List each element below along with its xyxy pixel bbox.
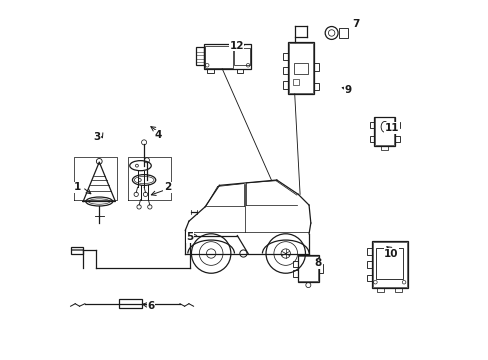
Text: 7: 7 — [351, 19, 359, 29]
Bar — [376, 288, 383, 292]
Bar — [369, 136, 373, 142]
Bar — [293, 261, 297, 267]
Bar — [369, 122, 373, 128]
Bar — [373, 117, 394, 146]
Text: 10: 10 — [384, 248, 398, 258]
Bar — [292, 78, 298, 85]
Bar — [314, 83, 319, 90]
Bar — [297, 255, 319, 282]
Bar — [282, 53, 287, 60]
Bar — [71, 247, 83, 253]
Bar — [371, 241, 407, 288]
Bar — [207, 69, 213, 73]
Text: 9: 9 — [344, 85, 351, 95]
Bar — [196, 47, 204, 64]
Bar — [366, 248, 371, 255]
Text: 3: 3 — [93, 132, 100, 142]
Bar — [298, 256, 318, 282]
Bar — [119, 300, 142, 308]
Bar — [236, 69, 243, 73]
Text: 12: 12 — [229, 41, 244, 50]
Bar — [394, 122, 399, 128]
Bar — [394, 288, 401, 292]
Text: 6: 6 — [147, 301, 155, 311]
Bar — [319, 264, 323, 273]
Bar — [380, 146, 387, 150]
Bar — [204, 44, 250, 69]
Bar — [293, 63, 307, 74]
Bar — [394, 136, 399, 142]
Bar — [287, 42, 314, 94]
Text: 2: 2 — [163, 182, 171, 192]
Text: 11: 11 — [384, 123, 399, 133]
Bar — [372, 242, 406, 287]
Bar — [374, 117, 394, 145]
Text: 4: 4 — [154, 130, 161, 140]
Bar — [366, 261, 371, 268]
Bar — [338, 28, 347, 39]
Bar — [282, 81, 287, 89]
Bar — [282, 67, 287, 74]
Bar — [288, 43, 313, 93]
Bar — [375, 248, 403, 279]
Text: 5: 5 — [186, 232, 193, 242]
Text: 8: 8 — [314, 258, 321, 268]
Bar — [314, 63, 319, 71]
Bar — [366, 275, 371, 281]
Bar — [234, 48, 249, 65]
Text: 1: 1 — [73, 182, 81, 192]
Bar — [205, 45, 233, 68]
Bar — [293, 270, 297, 277]
